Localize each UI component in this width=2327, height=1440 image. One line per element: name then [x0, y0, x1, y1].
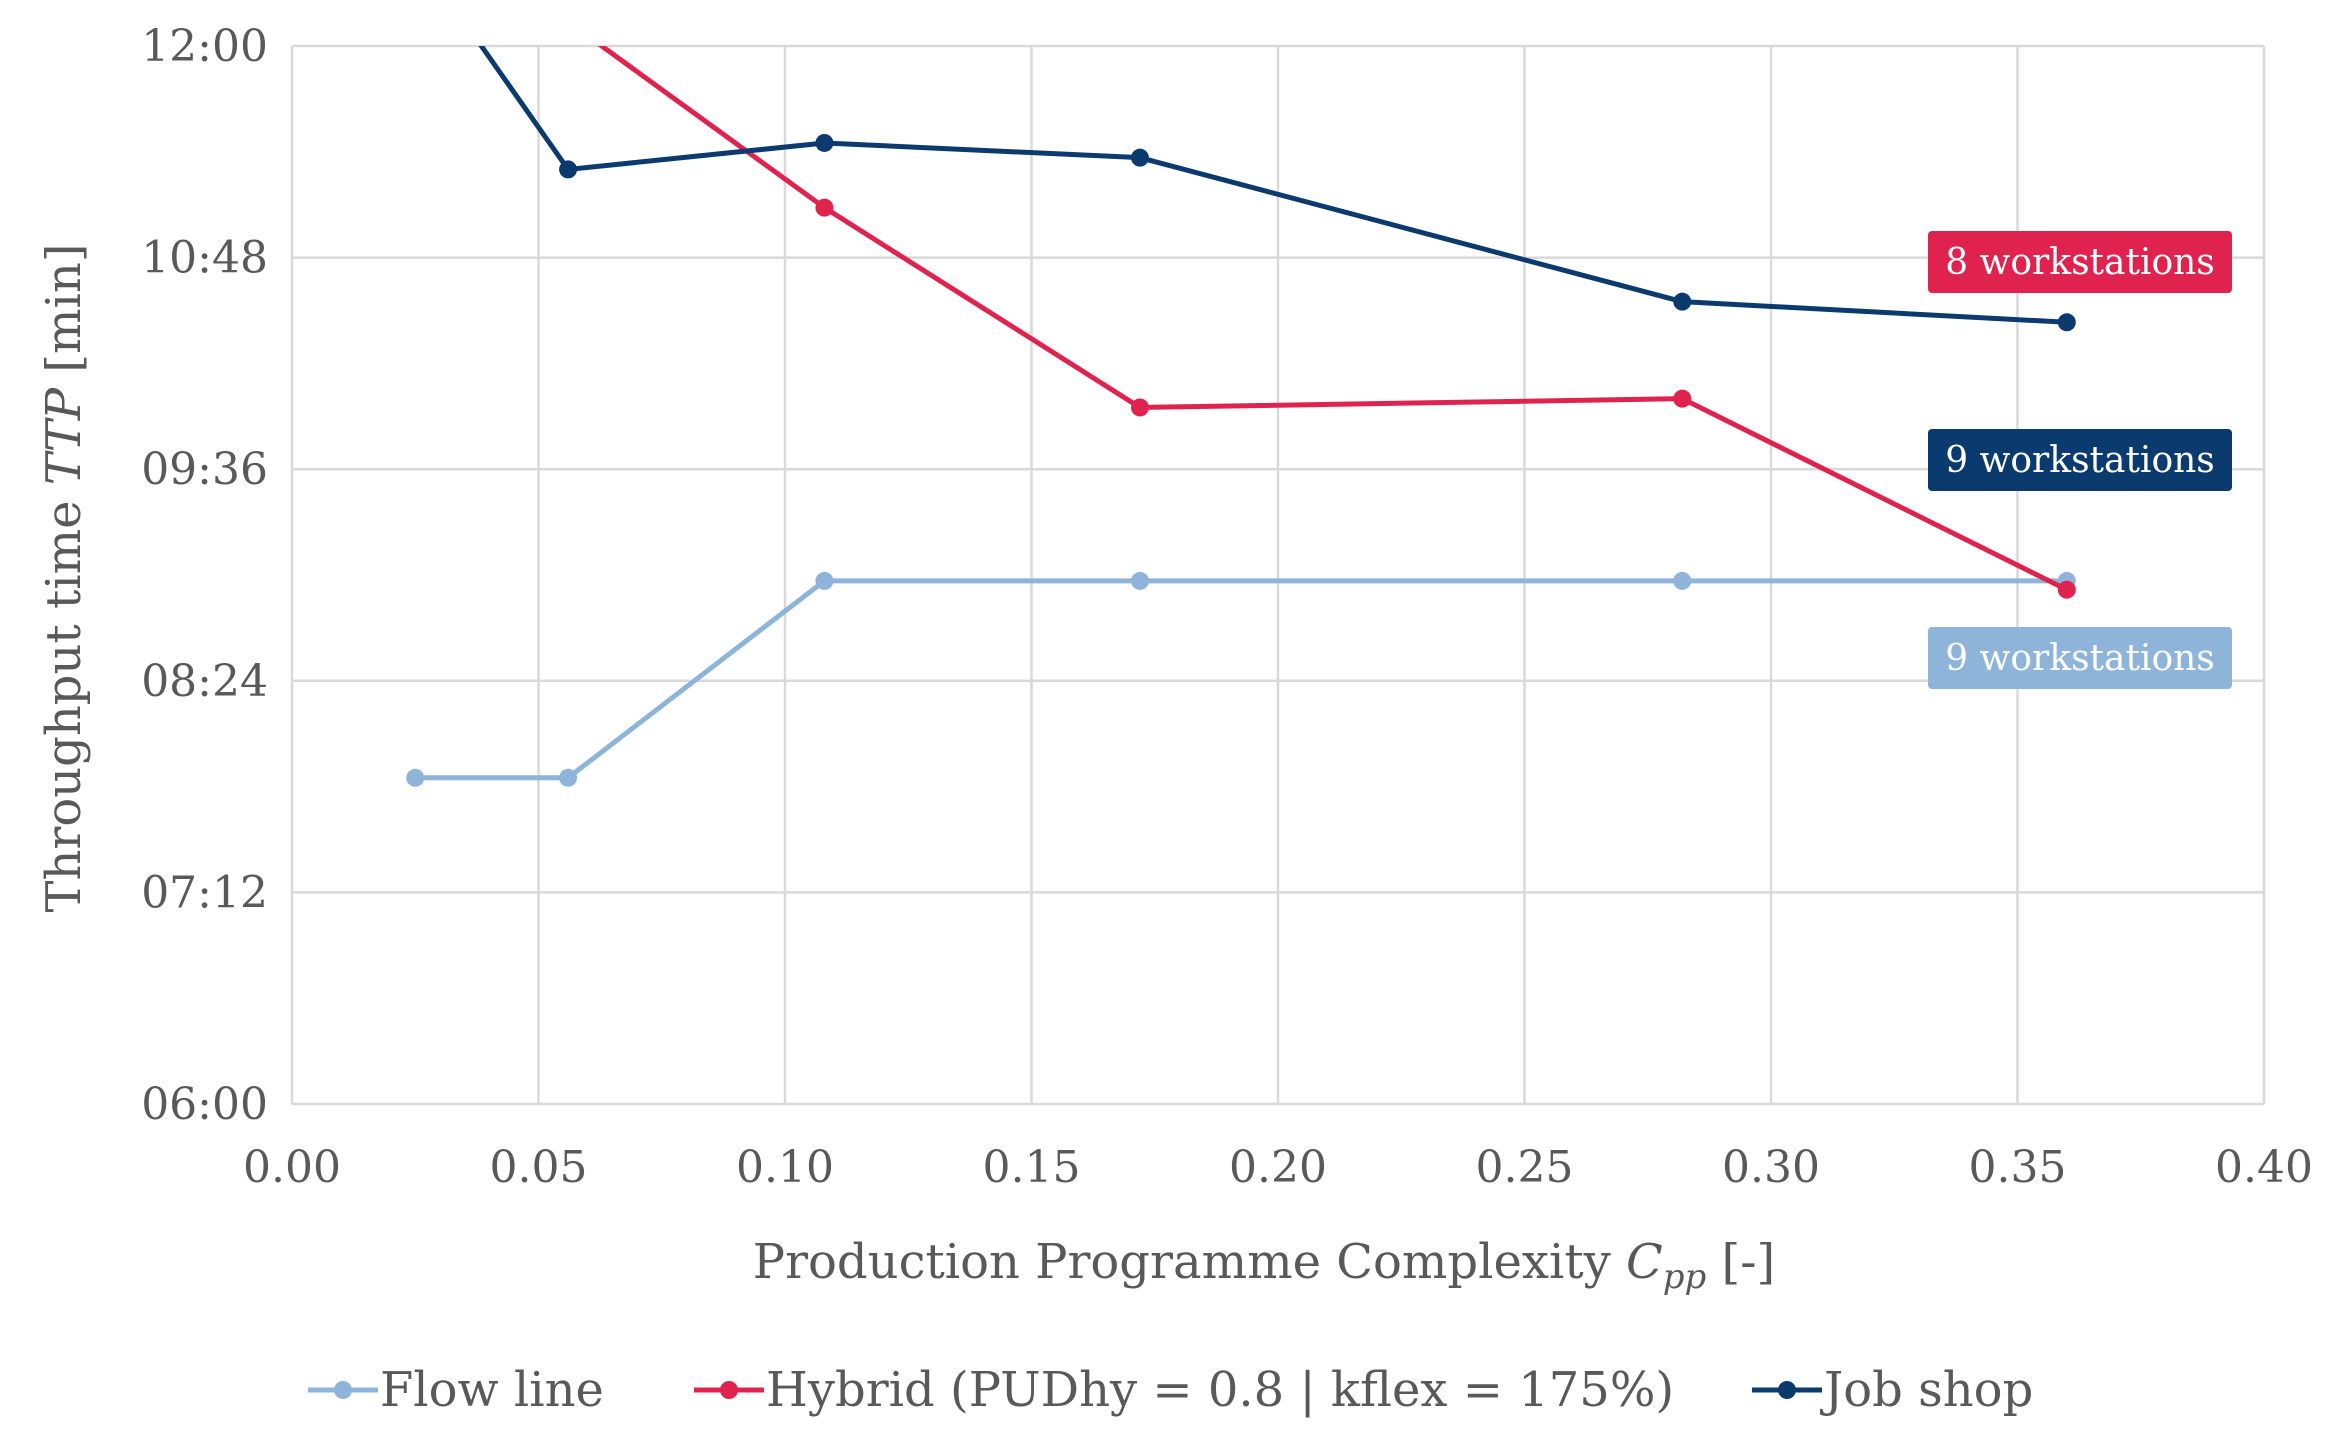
x-axis-title-subscript: pp — [1663, 1257, 1707, 1297]
x-axis-title: Production Programme Complexity Cpp [-] — [753, 1234, 1775, 1297]
data-point — [1673, 292, 1692, 311]
series-line — [415, 578, 2067, 781]
data-point — [406, 768, 425, 787]
x-tick-label: 0.35 — [1969, 1142, 2067, 1193]
data-point — [1130, 398, 1149, 417]
legend-label: Hybrid (PUDhy = 0.8 | kflex = 175%) — [766, 1362, 1674, 1418]
legend-item: Hybrid (PUDhy = 0.8 | kflex = 175%) — [694, 1362, 1674, 1418]
series-2 — [478, 46, 2076, 332]
y-axis-title-symbol: TTP — [36, 387, 92, 485]
label-text: 8 workstations — [1945, 242, 2215, 283]
y-axis-title-text: Throughput time — [36, 500, 92, 912]
data-point — [559, 160, 578, 179]
label-box — [1928, 429, 2232, 491]
axes: 06:00 07:12 08:24 09:36 10:48 12:00 0.00 0.05 0.… — [141, 21, 2313, 1193]
y-tick-label: 08:24 — [141, 656, 268, 707]
label-box — [1928, 627, 2232, 689]
x-tick-label: 0.00 — [243, 1142, 341, 1193]
legend-item: Flow line — [308, 1362, 604, 1418]
y-tick-label: 06:00 — [141, 1079, 268, 1130]
x-tick-label: 0.15 — [983, 1142, 1081, 1193]
data-point — [2057, 580, 2076, 599]
x-axis-title-unit: [-] — [1722, 1234, 1776, 1290]
legend-item: Job shop — [1752, 1362, 2033, 1418]
series-end-label: 9 workstations — [1928, 429, 2232, 491]
x-axis-title-text: Production Programme Complexity — [753, 1234, 1611, 1290]
x-tick-label: 0.40 — [2215, 1142, 2313, 1193]
series-end-label: 8 workstations — [1928, 231, 2232, 293]
x-tick-label: 0.25 — [1476, 1142, 1574, 1193]
data-point — [2057, 313, 2076, 332]
label-text: 9 workstations — [1945, 440, 2215, 481]
x-tick-label: 0.20 — [1229, 1142, 1327, 1193]
series-1 — [597, 46, 2076, 599]
data-point — [559, 768, 578, 787]
series-line — [597, 46, 2068, 592]
x-tick-label: 0.10 — [736, 1142, 834, 1193]
x-tick-label: 0.30 — [1722, 1142, 1820, 1193]
series-line — [478, 46, 2067, 325]
x-tick-label: 0.05 — [490, 1142, 588, 1193]
legend-swatch-marker — [334, 1381, 352, 1399]
x-axis-title-symbol: C — [1626, 1234, 1663, 1290]
label-box — [1928, 231, 2232, 293]
legend-label: Flow line — [380, 1362, 604, 1418]
data-point — [815, 198, 834, 217]
y-tick-label: 10:48 — [141, 233, 268, 284]
series-end-label: 9 workstations — [1928, 627, 2232, 689]
data-point — [815, 571, 834, 590]
grid-lines — [290, 44, 2266, 1106]
y-tick-label: 12:00 — [141, 21, 268, 72]
y-axis-title: Throughput time TTP [min] — [36, 243, 92, 912]
legend-swatch-marker — [1778, 1381, 1796, 1399]
data-point — [1673, 571, 1692, 590]
y-tick-label: 07:12 — [141, 867, 268, 918]
series-0 — [406, 571, 2076, 787]
series-lines — [406, 46, 2076, 787]
data-point — [815, 133, 834, 152]
legend-label: Job shop — [1819, 1362, 2033, 1418]
label-text: 9 workstations — [1945, 638, 2215, 679]
y-tick-label: 09:36 — [141, 444, 268, 495]
y-axis-title-unit: [min] — [36, 243, 92, 372]
legend-swatch-marker — [720, 1381, 738, 1399]
legend: Flow line Hybrid (PUDhy = 0.8 | kflex = 1… — [308, 1362, 2033, 1418]
data-point — [1130, 148, 1149, 167]
data-point — [1673, 389, 1692, 408]
data-point — [1130, 571, 1149, 590]
series-end-labels: 9 workstations 8 workstations 9 workstatio… — [1928, 231, 2232, 689]
